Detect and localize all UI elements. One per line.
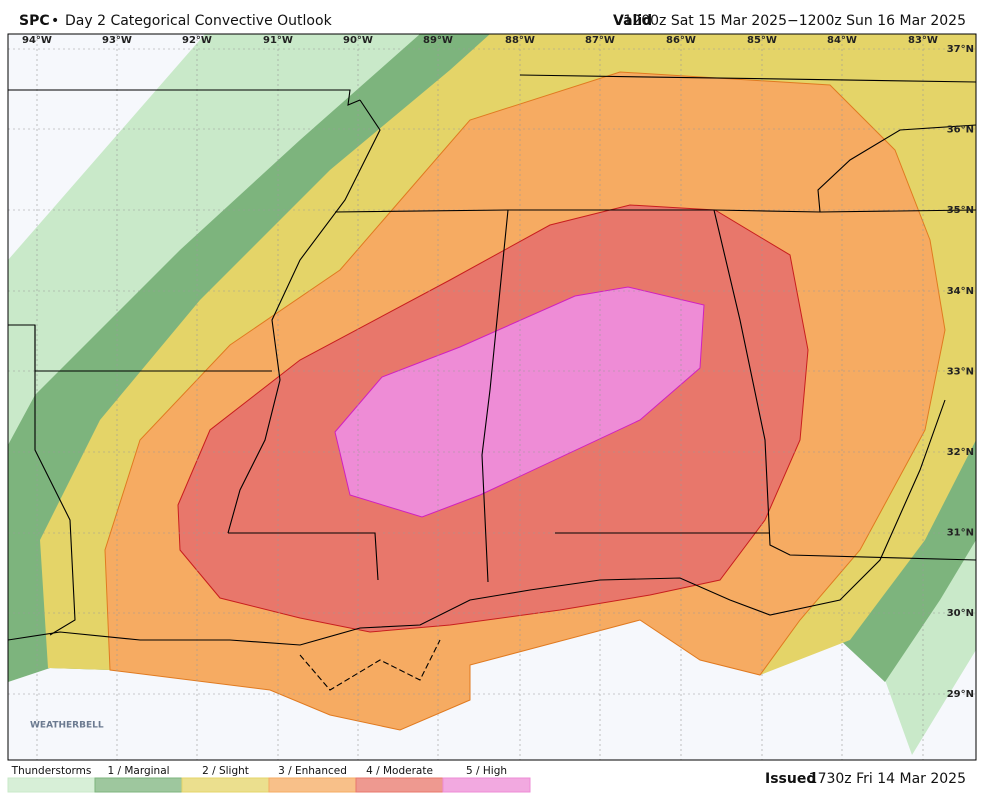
issued-label: Issued xyxy=(765,771,816,787)
latitude-labels: 37°N 36°N 35°N 34°N 33°N 32°N 31°N 30°N 29°N xyxy=(947,44,974,700)
longitude-label: 84°W xyxy=(827,35,857,46)
legend-label: 3 / Enhanced xyxy=(278,765,347,777)
product: SPC xyxy=(19,13,50,29)
issued-time: 1730z Fri 14 Mar 2025 xyxy=(809,771,966,787)
legend-swatch xyxy=(442,777,531,793)
longitude-label: 89°W xyxy=(423,35,453,46)
longitude-label: 94°W xyxy=(22,35,52,46)
graticule xyxy=(8,34,976,760)
legend-swatch xyxy=(94,777,183,793)
legend-swatch xyxy=(181,777,270,793)
state-borders xyxy=(8,74,976,691)
longitude-label: 88°W xyxy=(505,35,535,46)
legend-swatch xyxy=(7,777,96,793)
valid-label: Valid xyxy=(613,13,652,29)
latitude-label: 32°N xyxy=(947,447,974,458)
watermark: WEATHERBELL xyxy=(30,721,104,731)
legend-label: 2 / Slight xyxy=(202,765,249,777)
latitude-label: 30°N xyxy=(947,608,974,619)
latitude-label: 35°N xyxy=(947,205,974,216)
longitude-label: 83°W xyxy=(908,35,938,46)
title: Day 2 Categorical Convective Outlook xyxy=(65,13,333,29)
longitude-label: 91°W xyxy=(263,35,293,46)
legend-swatch xyxy=(355,777,444,793)
legend-label: Thunderstorms xyxy=(11,765,92,777)
latitude-label: 31°N xyxy=(947,528,974,539)
high-area xyxy=(334,286,705,518)
longitude-labels: 94°W 93°W 92°W 91°W 90°W 89°W 88°W 87°W 86°W 85°W… xyxy=(22,35,938,46)
longitude-label: 86°W xyxy=(666,35,696,46)
longitude-label: 85°W xyxy=(747,35,777,46)
legend-label: 5 / High xyxy=(466,765,507,777)
latitude-label: 36°N xyxy=(947,125,974,136)
longitude-label: 93°W xyxy=(102,35,132,46)
map-frame xyxy=(7,33,977,761)
legend-swatch xyxy=(268,777,357,793)
legend-label: 4 / Moderate xyxy=(366,765,433,777)
latitude-label: 37°N xyxy=(947,44,974,55)
legend-label: 1 / Marginal xyxy=(107,765,169,777)
separator: • xyxy=(51,13,59,29)
longitude-label: 87°W xyxy=(585,35,615,46)
latitude-label: 33°N xyxy=(947,366,974,377)
longitude-label: 90°W xyxy=(343,35,373,46)
valid-time: 1200z Sat 15 Mar 2025−1200z Sun 16 Mar 2… xyxy=(623,13,966,29)
latitude-label: 34°N xyxy=(947,286,974,297)
legend: Thunderstorms 1 / Marginal 2 / Slight 3 / E… xyxy=(7,765,531,793)
latitude-label: 29°N xyxy=(947,689,974,700)
longitude-label: 92°W xyxy=(182,35,212,46)
map-area: WEATHERBELL xyxy=(8,34,976,760)
